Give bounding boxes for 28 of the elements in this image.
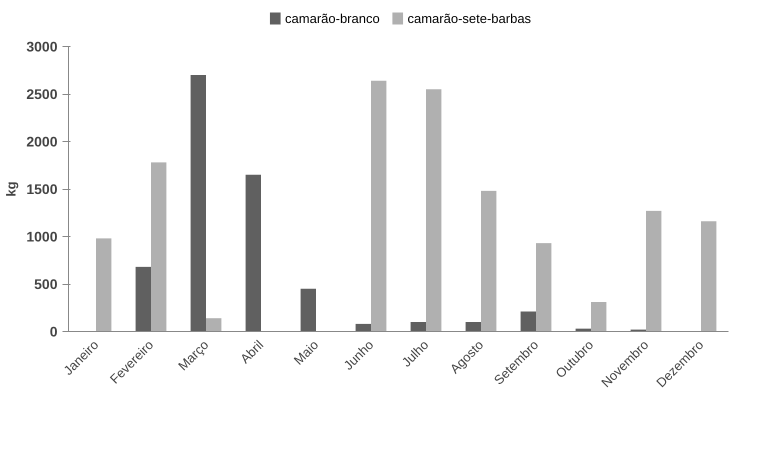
- bar: [96, 238, 112, 332]
- legend-label: camarão-sete-barbas: [407, 11, 532, 26]
- y-tick-label: 0: [50, 324, 58, 340]
- y-tick-label: 500: [34, 276, 58, 292]
- bar: [151, 162, 166, 332]
- bar: [481, 190, 496, 332]
- bar: [520, 312, 536, 332]
- bar: [701, 221, 716, 332]
- bar: [410, 322, 426, 332]
- bar: [591, 302, 606, 332]
- bar: [190, 75, 206, 332]
- bar: [300, 288, 316, 332]
- bar: [206, 318, 222, 332]
- bar: [536, 243, 552, 332]
- y-tick-label: 2500: [26, 86, 58, 102]
- bar: [371, 80, 386, 332]
- bar: [466, 322, 481, 332]
- bar: [646, 210, 662, 332]
- y-axis-title: kg: [3, 181, 18, 197]
- bar: [356, 324, 371, 332]
- bar: [246, 174, 261, 332]
- y-tick-label: 3000: [26, 38, 58, 54]
- bar: [136, 266, 151, 332]
- y-tick-label: 1000: [26, 228, 58, 244]
- y-tick-label: 1500: [26, 181, 58, 197]
- y-tick-label: 2000: [26, 134, 58, 150]
- bar: [426, 89, 442, 332]
- legend-label: camarão-branco: [285, 11, 380, 26]
